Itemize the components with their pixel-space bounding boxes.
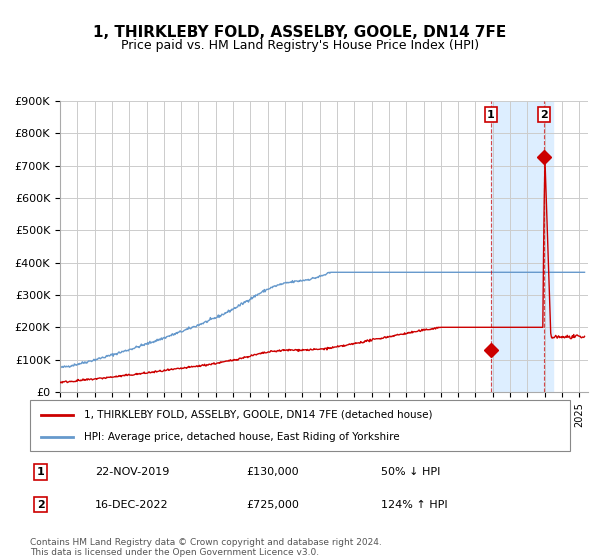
Text: Price paid vs. HM Land Registry's House Price Index (HPI): Price paid vs. HM Land Registry's House … bbox=[121, 39, 479, 52]
Text: 2: 2 bbox=[37, 500, 44, 510]
Text: 1: 1 bbox=[37, 467, 44, 477]
Text: £130,000: £130,000 bbox=[246, 467, 299, 477]
FancyBboxPatch shape bbox=[30, 400, 570, 451]
Text: HPI: Average price, detached house, East Riding of Yorkshire: HPI: Average price, detached house, East… bbox=[84, 432, 400, 442]
Text: 22-NOV-2019: 22-NOV-2019 bbox=[95, 467, 169, 477]
Text: 1: 1 bbox=[487, 110, 495, 119]
Text: 1, THIRKLEBY FOLD, ASSELBY, GOOLE, DN14 7FE: 1, THIRKLEBY FOLD, ASSELBY, GOOLE, DN14 … bbox=[94, 25, 506, 40]
Text: 50% ↓ HPI: 50% ↓ HPI bbox=[381, 467, 440, 477]
Text: Contains HM Land Registry data © Crown copyright and database right 2024.
This d: Contains HM Land Registry data © Crown c… bbox=[30, 538, 382, 557]
Text: 2: 2 bbox=[540, 110, 548, 119]
Text: £725,000: £725,000 bbox=[246, 500, 299, 510]
Bar bbox=[491, 101, 553, 392]
Text: 1, THIRKLEBY FOLD, ASSELBY, GOOLE, DN14 7FE (detached house): 1, THIRKLEBY FOLD, ASSELBY, GOOLE, DN14 … bbox=[84, 409, 433, 419]
Text: 16-DEC-2022: 16-DEC-2022 bbox=[95, 500, 169, 510]
Text: 124% ↑ HPI: 124% ↑ HPI bbox=[381, 500, 448, 510]
